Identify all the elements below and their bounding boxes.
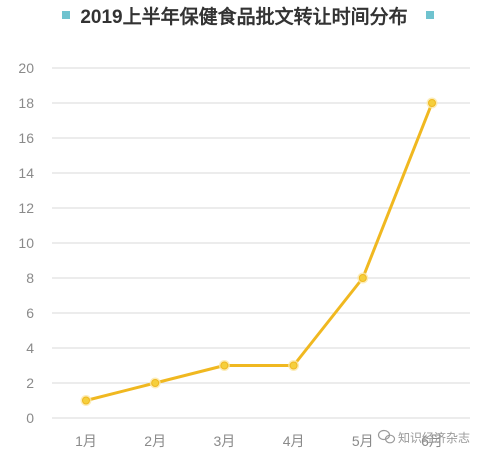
- title-marker-right: [426, 11, 434, 19]
- y-tick-label: 4: [26, 340, 34, 356]
- x-axis-ticks: 1月 2月 3月 4月 5月 6月: [75, 433, 443, 449]
- y-tick-label: 18: [18, 95, 34, 111]
- grid-lines: [52, 67, 470, 419]
- y-tick-label: 16: [18, 130, 34, 146]
- x-tick-label: 4月: [283, 433, 305, 449]
- watermark: 知识经济杂志: [377, 429, 470, 445]
- wechat-icon: [377, 429, 396, 444]
- data-point-5: [358, 274, 367, 282]
- y-tick-label: 10: [18, 235, 34, 251]
- chart-title-group: 2019上半年保健食品批文转让时间分布: [62, 5, 434, 28]
- data-point-1: [82, 396, 90, 405]
- data-point-6: [428, 99, 436, 107]
- title-marker-left: [62, 11, 70, 19]
- x-tick-label: 5月: [352, 433, 374, 449]
- watermark-text: 知识经济杂志: [398, 430, 470, 445]
- y-axis-ticks: 0 2 4 6 8 10 12 14 16 18 20: [18, 60, 34, 426]
- chart-title: 2019上半年保健食品批文转让时间分布: [80, 5, 407, 28]
- data-point-4: [289, 361, 298, 370]
- y-tick-label: 8: [26, 270, 34, 286]
- x-tick-label: 1月: [75, 433, 97, 449]
- y-tick-label: 6: [26, 305, 34, 321]
- x-tick-label: 3月: [214, 433, 236, 449]
- data-point-3: [220, 361, 229, 370]
- y-tick-label: 2: [26, 375, 34, 391]
- series-line: [84, 101, 434, 402]
- x-tick-label: 2月: [144, 433, 166, 449]
- series-markers: [80, 97, 438, 406]
- y-tick-label: 0: [26, 410, 34, 426]
- y-tick-label: 14: [18, 165, 34, 181]
- x-tick-label: 6月: [421, 433, 443, 449]
- y-tick-label: 20: [18, 60, 34, 76]
- y-tick-label: 12: [18, 200, 34, 216]
- data-point-2: [151, 379, 160, 387]
